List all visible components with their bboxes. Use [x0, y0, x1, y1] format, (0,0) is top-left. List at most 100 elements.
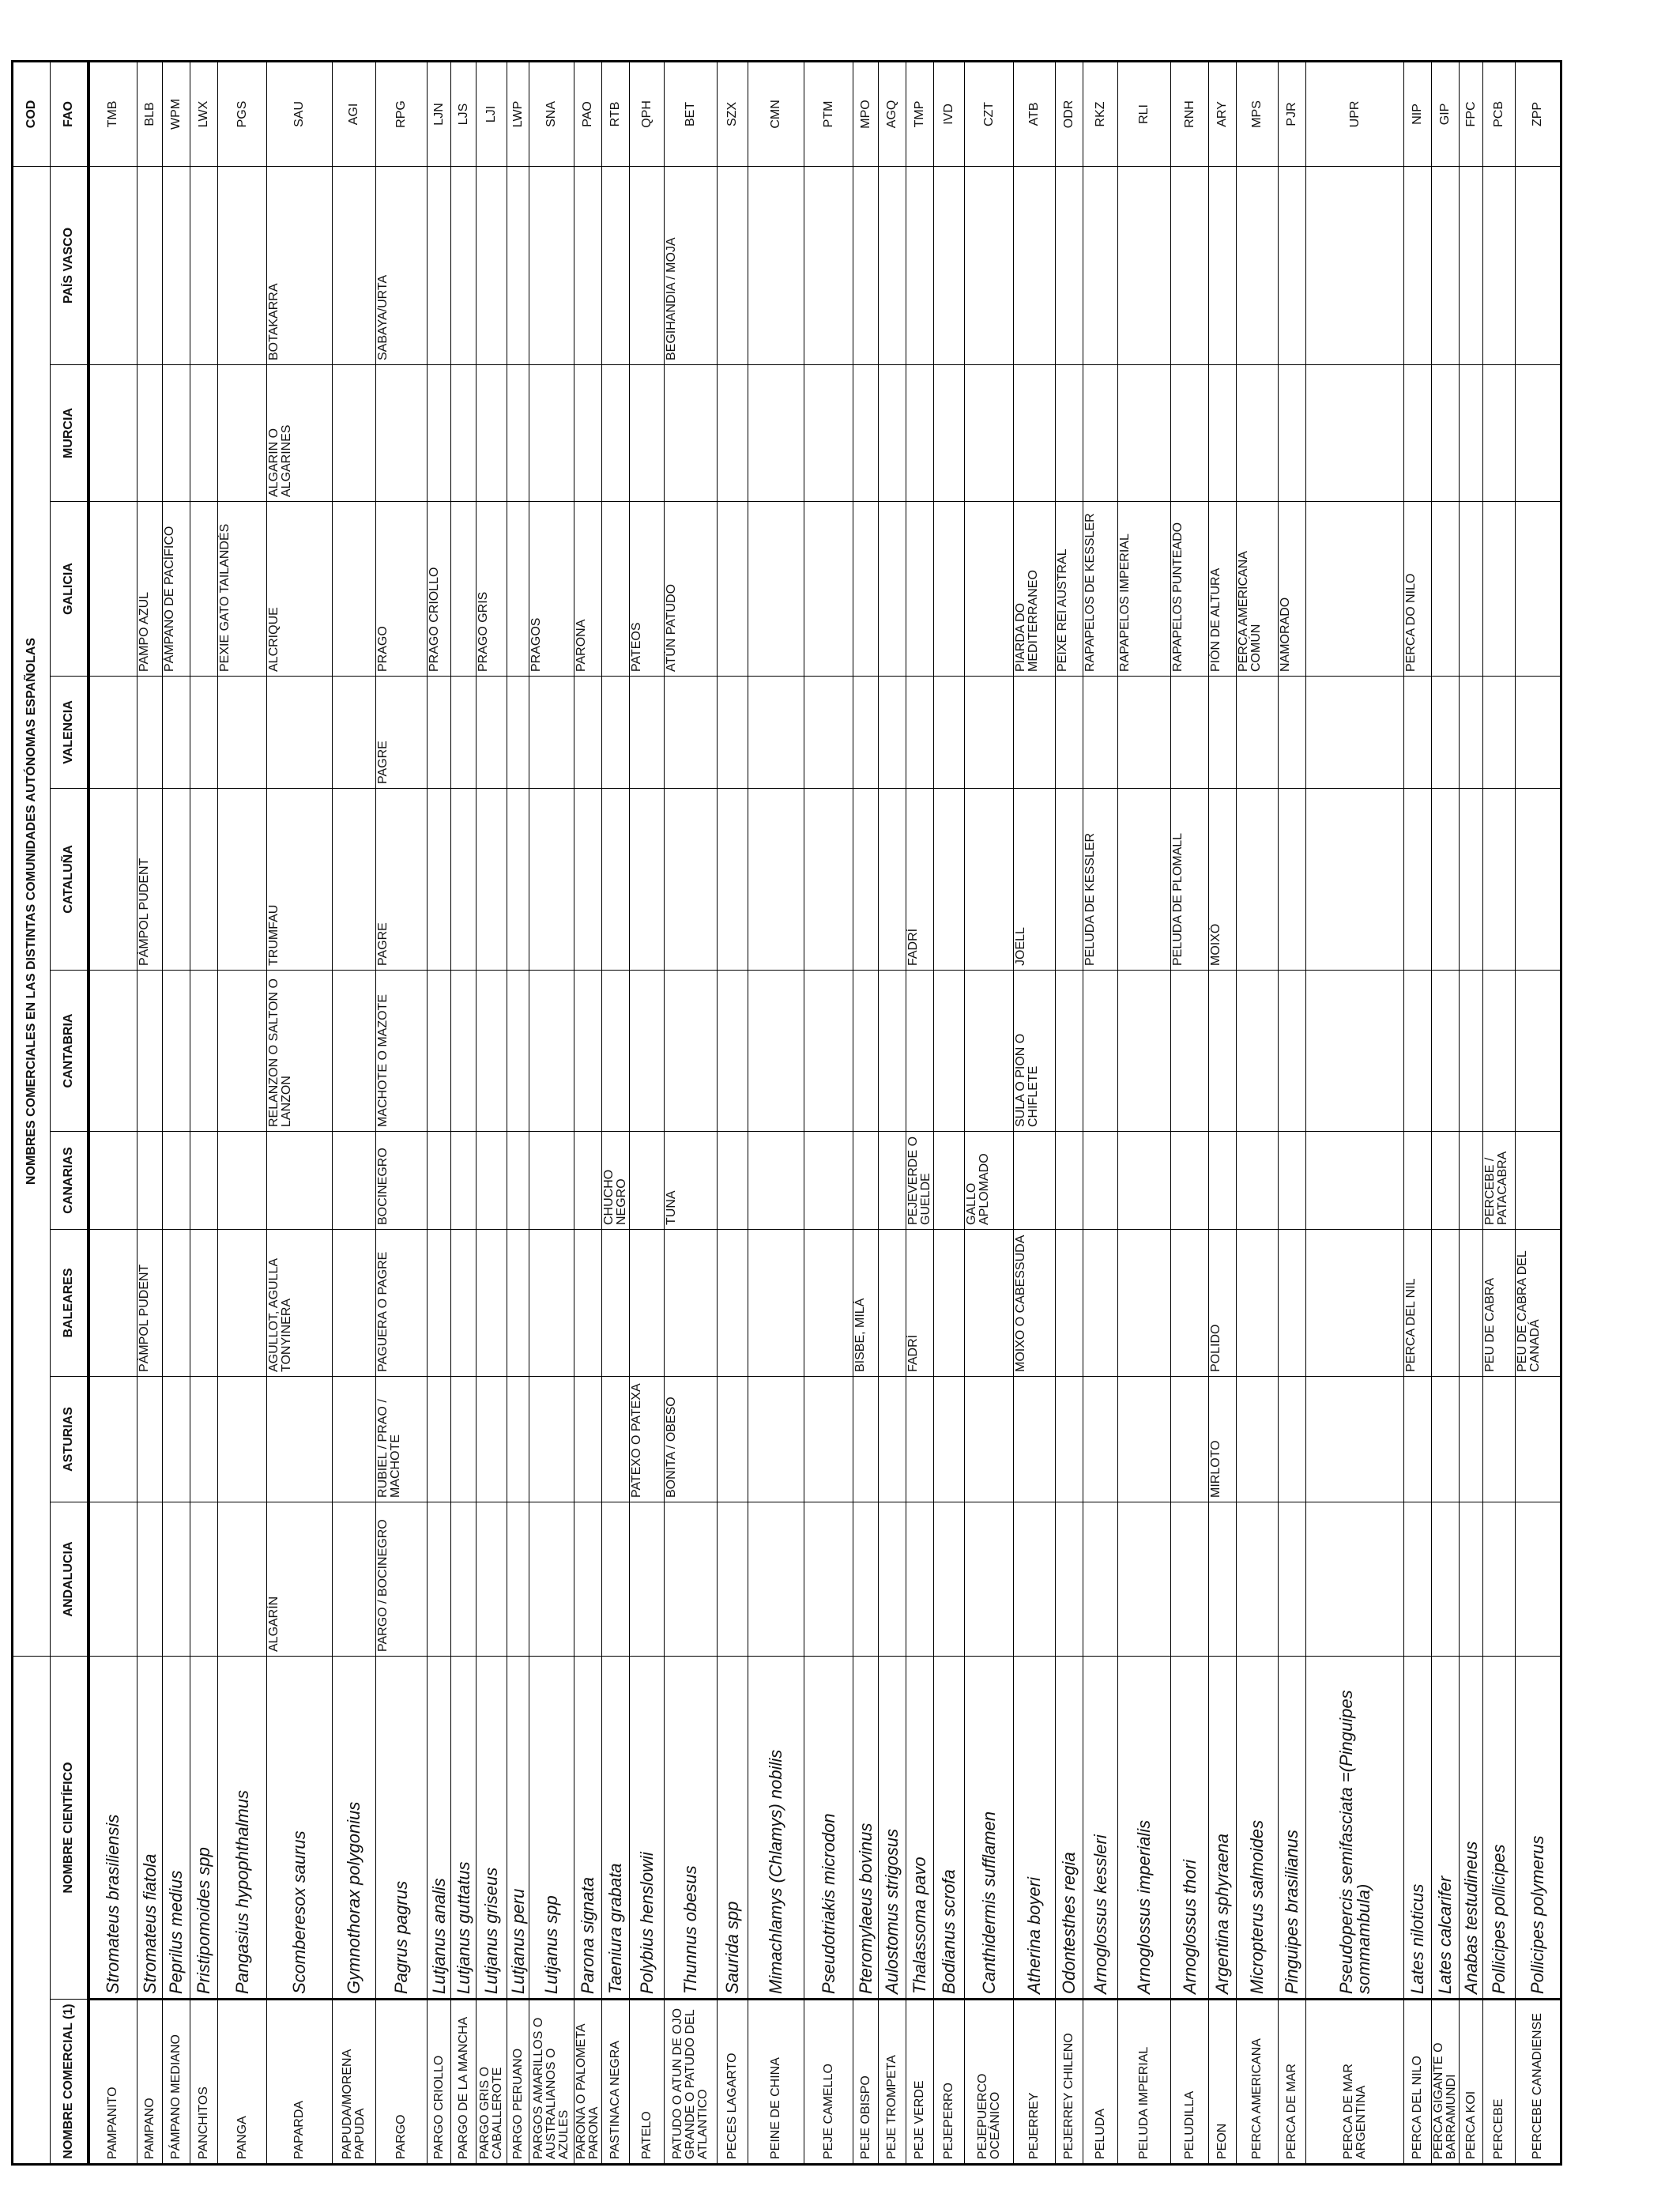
regional-name	[1236, 676, 1279, 789]
regional-name	[190, 788, 218, 971]
scientific-name: Stromateus brasiliensis	[88, 1656, 137, 2000]
regional-name	[964, 166, 1014, 365]
regional-name	[190, 676, 218, 789]
regional-name	[1236, 1229, 1279, 1377]
regional-name	[88, 166, 137, 365]
regional-name	[601, 501, 630, 677]
regional-name	[1305, 1131, 1404, 1230]
scientific-name: Arnoglossus imperialis	[1117, 1656, 1171, 2000]
scientific-name: Lates calcarifer	[1431, 1656, 1460, 2000]
regional-name	[1208, 1131, 1237, 1230]
regional-name	[450, 166, 477, 365]
regional-name	[1431, 364, 1460, 502]
regional-name	[137, 166, 163, 365]
regional-name	[88, 1502, 137, 1657]
regional-name: PELUDA DE KESSLER	[1083, 788, 1118, 971]
regional-name	[933, 1502, 965, 1657]
scientific-name: Pristipomoides spp	[190, 1656, 218, 2000]
fao-code: SZX	[717, 61, 748, 167]
regional-name	[629, 788, 665, 971]
regional-name	[507, 501, 529, 677]
table-row: PATELO Polybius henslowii PATEXO O PATEXA P…	[629, 61, 665, 2165]
blank-cell	[12, 1656, 51, 2165]
table-row: PELUDA Arnoglossus kessleri PELUDA DE KESS…	[1083, 61, 1118, 2165]
regional-name	[427, 676, 451, 789]
regional-name	[1236, 1502, 1279, 1657]
fao-code: ODR	[1055, 61, 1083, 167]
fao-code: RLI	[1117, 61, 1171, 167]
regional-name	[1515, 364, 1561, 502]
regional-name: SABAYA/URTA	[375, 166, 428, 365]
regional-name	[529, 1229, 574, 1377]
regional-name	[933, 501, 965, 677]
table-row: PEJEPUERCO OCEÁNICO Canthidermis sufflame…	[964, 61, 1014, 2165]
common-name: PEON	[1208, 1999, 1237, 2165]
regional-name	[1083, 1376, 1118, 1502]
table-row: PARGO GRIS O CABALLEROTE Lutjanus griseus…	[476, 61, 507, 2165]
fao-code: UPR	[1305, 61, 1404, 167]
regional-name	[601, 1376, 630, 1502]
regional-name	[476, 1229, 507, 1377]
regional-name	[476, 676, 507, 789]
regional-name	[476, 788, 507, 971]
regional-name	[664, 1229, 718, 1377]
regional-name	[878, 1229, 906, 1377]
regional-name	[748, 970, 804, 1132]
common-name: PELUDA	[1083, 1999, 1118, 2165]
regional-name: PATEXO O PATEXA	[629, 1376, 665, 1502]
regional-name	[1013, 364, 1056, 502]
regional-name	[804, 1502, 853, 1657]
regional-name	[1431, 970, 1460, 1132]
common-name: PERCEBE	[1482, 1999, 1516, 2165]
regional-name: PÁMPANO DE PACÍFICO	[162, 501, 190, 677]
fao-code: BET	[664, 61, 718, 167]
regional-name	[1482, 1502, 1516, 1657]
scientific-name: Micropterus salmoides	[1236, 1656, 1279, 2000]
regional-name	[1083, 364, 1118, 502]
regional-name	[1305, 970, 1404, 1132]
regional-name	[664, 970, 718, 1132]
regional-name	[1305, 501, 1404, 677]
regional-name	[878, 1376, 906, 1502]
common-name: PEJEPUERCO OCEÁNICO	[964, 1999, 1014, 2165]
regional-name	[1236, 788, 1279, 971]
regional-name	[964, 364, 1014, 502]
regional-name	[137, 364, 163, 502]
regional-name	[332, 1376, 376, 1502]
regional-name	[933, 166, 965, 365]
regional-name	[1459, 788, 1483, 971]
scientific-name: Saurida spp	[717, 1656, 748, 2000]
regional-name	[450, 1502, 477, 1657]
regional-name	[1236, 364, 1279, 502]
regional-name	[450, 676, 477, 789]
scientific-name: Pagrus pagrus	[375, 1656, 428, 2000]
regional-name	[1431, 1229, 1460, 1377]
table-row: PERCA DE MAR Pinguipes brasilianus NAMORAD…	[1278, 61, 1306, 2165]
regional-name	[601, 364, 630, 502]
regional-name: PEIXE REI AUSTRAL	[1055, 501, 1083, 677]
table-row: PARGO PERUANO Lutjanus peru LWP	[507, 61, 529, 2165]
regional-name	[1278, 1376, 1306, 1502]
regional-name	[1117, 1131, 1171, 1230]
regional-name	[162, 1502, 190, 1657]
regional-name	[574, 1376, 602, 1502]
regional-name: TRUMFAU	[266, 788, 333, 971]
regional-name	[574, 1229, 602, 1377]
scientific-name: Pollicipes polymerus	[1515, 1656, 1561, 2000]
regional-name	[1208, 970, 1237, 1132]
regional-name	[162, 1229, 190, 1377]
regional-name: BOTAKARRA	[266, 166, 333, 365]
common-name: PARGO CRIOLLO	[427, 1999, 451, 2165]
common-name: PARGOS AMARILLOS O AUSTRALIANOS O AZULES	[529, 1999, 574, 2165]
fao-code: ARY	[1208, 61, 1237, 167]
regional-name	[1278, 1229, 1306, 1377]
fao-code: RPG	[375, 61, 428, 167]
fao-code: MPS	[1236, 61, 1279, 167]
regional-name	[717, 1131, 748, 1230]
regional-name: MACHOTE O MAZOTE	[375, 970, 428, 1132]
regional-name	[1013, 1376, 1056, 1502]
regional-name	[1515, 166, 1561, 365]
fao-code: QPH	[629, 61, 665, 167]
regional-name: PEU DE CABRA DEL CANADÁ	[1515, 1229, 1561, 1377]
table-row: PEINE DE CHINA Mimachlamys (Chlamys) nobi…	[748, 61, 804, 2165]
